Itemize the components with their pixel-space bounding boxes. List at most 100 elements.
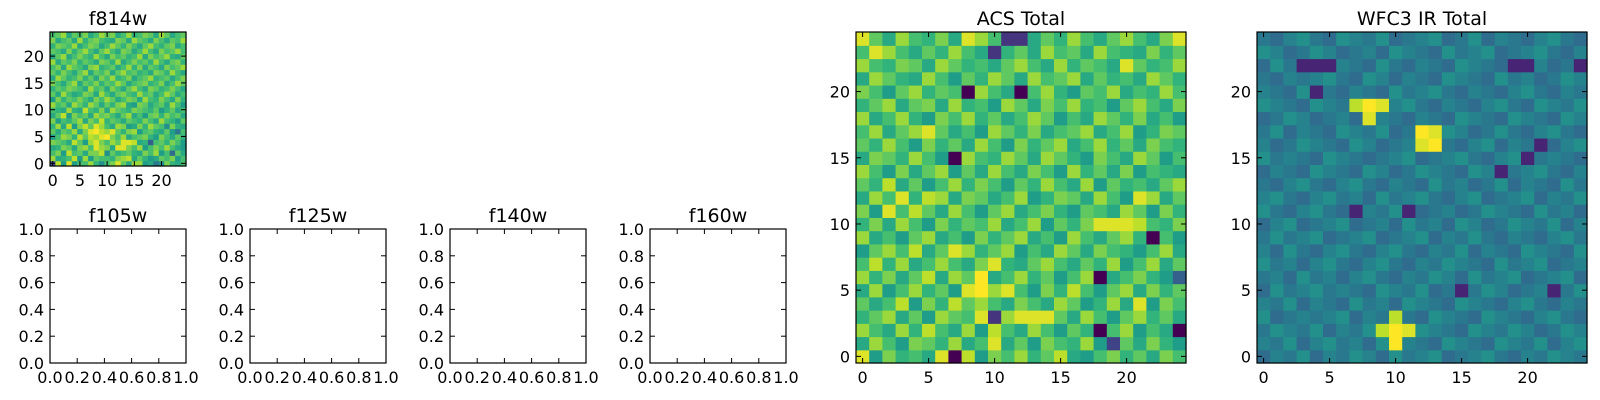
heatmap-cell [1027, 124, 1042, 139]
heatmap-cell [82, 96, 89, 103]
heatmap-cell [1146, 349, 1161, 364]
heatmap-cell [137, 128, 144, 135]
y-tick-label: 0.4 [619, 300, 644, 319]
heatmap-cell [153, 69, 160, 76]
heatmap-cell [1415, 257, 1430, 271]
heatmap-cell [1455, 164, 1469, 179]
heatmap-cell [1093, 32, 1108, 46]
heatmap-cell [1257, 349, 1271, 364]
heatmap-cell [71, 139, 78, 146]
heatmap-cell [98, 133, 105, 140]
heatmap-cell [1172, 204, 1187, 218]
heatmap-cell [1093, 71, 1108, 86]
heatmap-cell [1093, 151, 1108, 165]
heatmap-cell [82, 133, 89, 140]
heatmap-cell [1080, 190, 1095, 205]
heatmap-cell [1534, 323, 1548, 338]
heatmap-cell [1402, 164, 1416, 179]
heatmap-cell [1296, 58, 1311, 73]
heatmap-cell [1080, 243, 1095, 258]
heatmap-cell [1309, 336, 1324, 351]
heatmap-cell [1389, 336, 1403, 351]
heatmap-cell [1494, 310, 1509, 324]
heatmap-cell [71, 42, 78, 49]
heatmap-cell [1336, 296, 1350, 311]
y-tick-label: 0 [1241, 347, 1251, 366]
heatmap-cell [869, 323, 883, 338]
heatmap-cell [1159, 204, 1174, 218]
heatmap-cell [1507, 230, 1522, 245]
heatmap-cell [1270, 230, 1284, 245]
heatmap-cell [1468, 98, 1482, 113]
heatmap-cell [142, 42, 149, 49]
heatmap-cell [869, 270, 883, 285]
heatmap-cell [180, 139, 187, 146]
heatmap-cell [1481, 111, 1496, 126]
heatmap-cell [1362, 45, 1377, 60]
heatmap-cell [1040, 164, 1055, 179]
heatmap-cell [1120, 84, 1134, 99]
heatmap-cell [147, 58, 154, 65]
heatmap-cell [60, 37, 67, 44]
heatmap-cell [1468, 243, 1482, 258]
y-tick-label: 0.4 [219, 300, 244, 319]
heatmap-cell [55, 85, 62, 92]
heatmap-cell [137, 139, 144, 146]
heatmap-cell [158, 128, 165, 135]
heatmap-cell [1507, 124, 1522, 139]
heatmap-cell [1323, 336, 1337, 351]
heatmap-cell [1481, 32, 1496, 46]
heatmap-cell [1172, 243, 1187, 258]
heatmap-cell [1494, 177, 1509, 192]
heatmap-cell [1120, 71, 1134, 86]
heatmap-cell [104, 144, 111, 151]
heatmap-cell [55, 139, 62, 146]
heatmap-cell [1040, 283, 1055, 298]
heatmap-cell [895, 323, 910, 338]
heatmap-cell [180, 117, 187, 124]
heatmap-cell [1159, 151, 1174, 165]
heatmap-cell [1573, 257, 1588, 271]
heatmap-cell [109, 133, 116, 140]
heatmap-cell [1146, 257, 1161, 271]
heatmap-cell [82, 37, 89, 44]
heatmap-cell [1323, 45, 1337, 60]
heatmap-cell [120, 96, 127, 103]
heatmap-cell [131, 69, 138, 76]
heatmap-cell [1067, 124, 1081, 139]
heatmap-cell [1494, 336, 1509, 351]
heatmap-cell [1375, 310, 1390, 324]
heatmap-cell [1428, 32, 1443, 46]
heatmap-cell [142, 80, 149, 87]
heatmap-cell [98, 139, 105, 146]
heatmap-cell [1494, 111, 1509, 126]
heatmap-cell [169, 53, 176, 60]
heatmap-cell [1336, 230, 1350, 245]
heatmap-cell [1120, 32, 1134, 46]
heatmap-cell [147, 155, 154, 162]
heatmap-cell [1481, 283, 1496, 298]
heatmap-cell [895, 177, 910, 192]
heatmap-cell [961, 190, 976, 205]
heatmap-cell [922, 151, 936, 165]
heatmap-cell [1494, 230, 1509, 245]
heatmap-cell [180, 74, 187, 81]
heatmap-cell [856, 323, 870, 338]
heatmap-cell [961, 217, 976, 232]
heatmap-cell [120, 144, 127, 151]
heatmap-cell [1415, 230, 1430, 245]
heatmap-cell [856, 296, 870, 311]
heatmap-cell [882, 270, 897, 285]
heatmap-cell [1133, 151, 1147, 165]
heatmap-cell [1375, 270, 1390, 285]
heatmap-cell [1455, 310, 1469, 324]
heatmap-cell [126, 139, 133, 146]
heatmap-cell [1389, 124, 1403, 139]
heatmap-cell [1270, 243, 1284, 258]
heatmap-cell [175, 149, 182, 156]
heatmap-cell [1441, 98, 1456, 113]
heatmap-cell [1389, 243, 1403, 258]
heatmap-cell [175, 74, 182, 81]
heatmap-cell [1441, 296, 1456, 311]
heatmap-cell [1054, 349, 1068, 364]
